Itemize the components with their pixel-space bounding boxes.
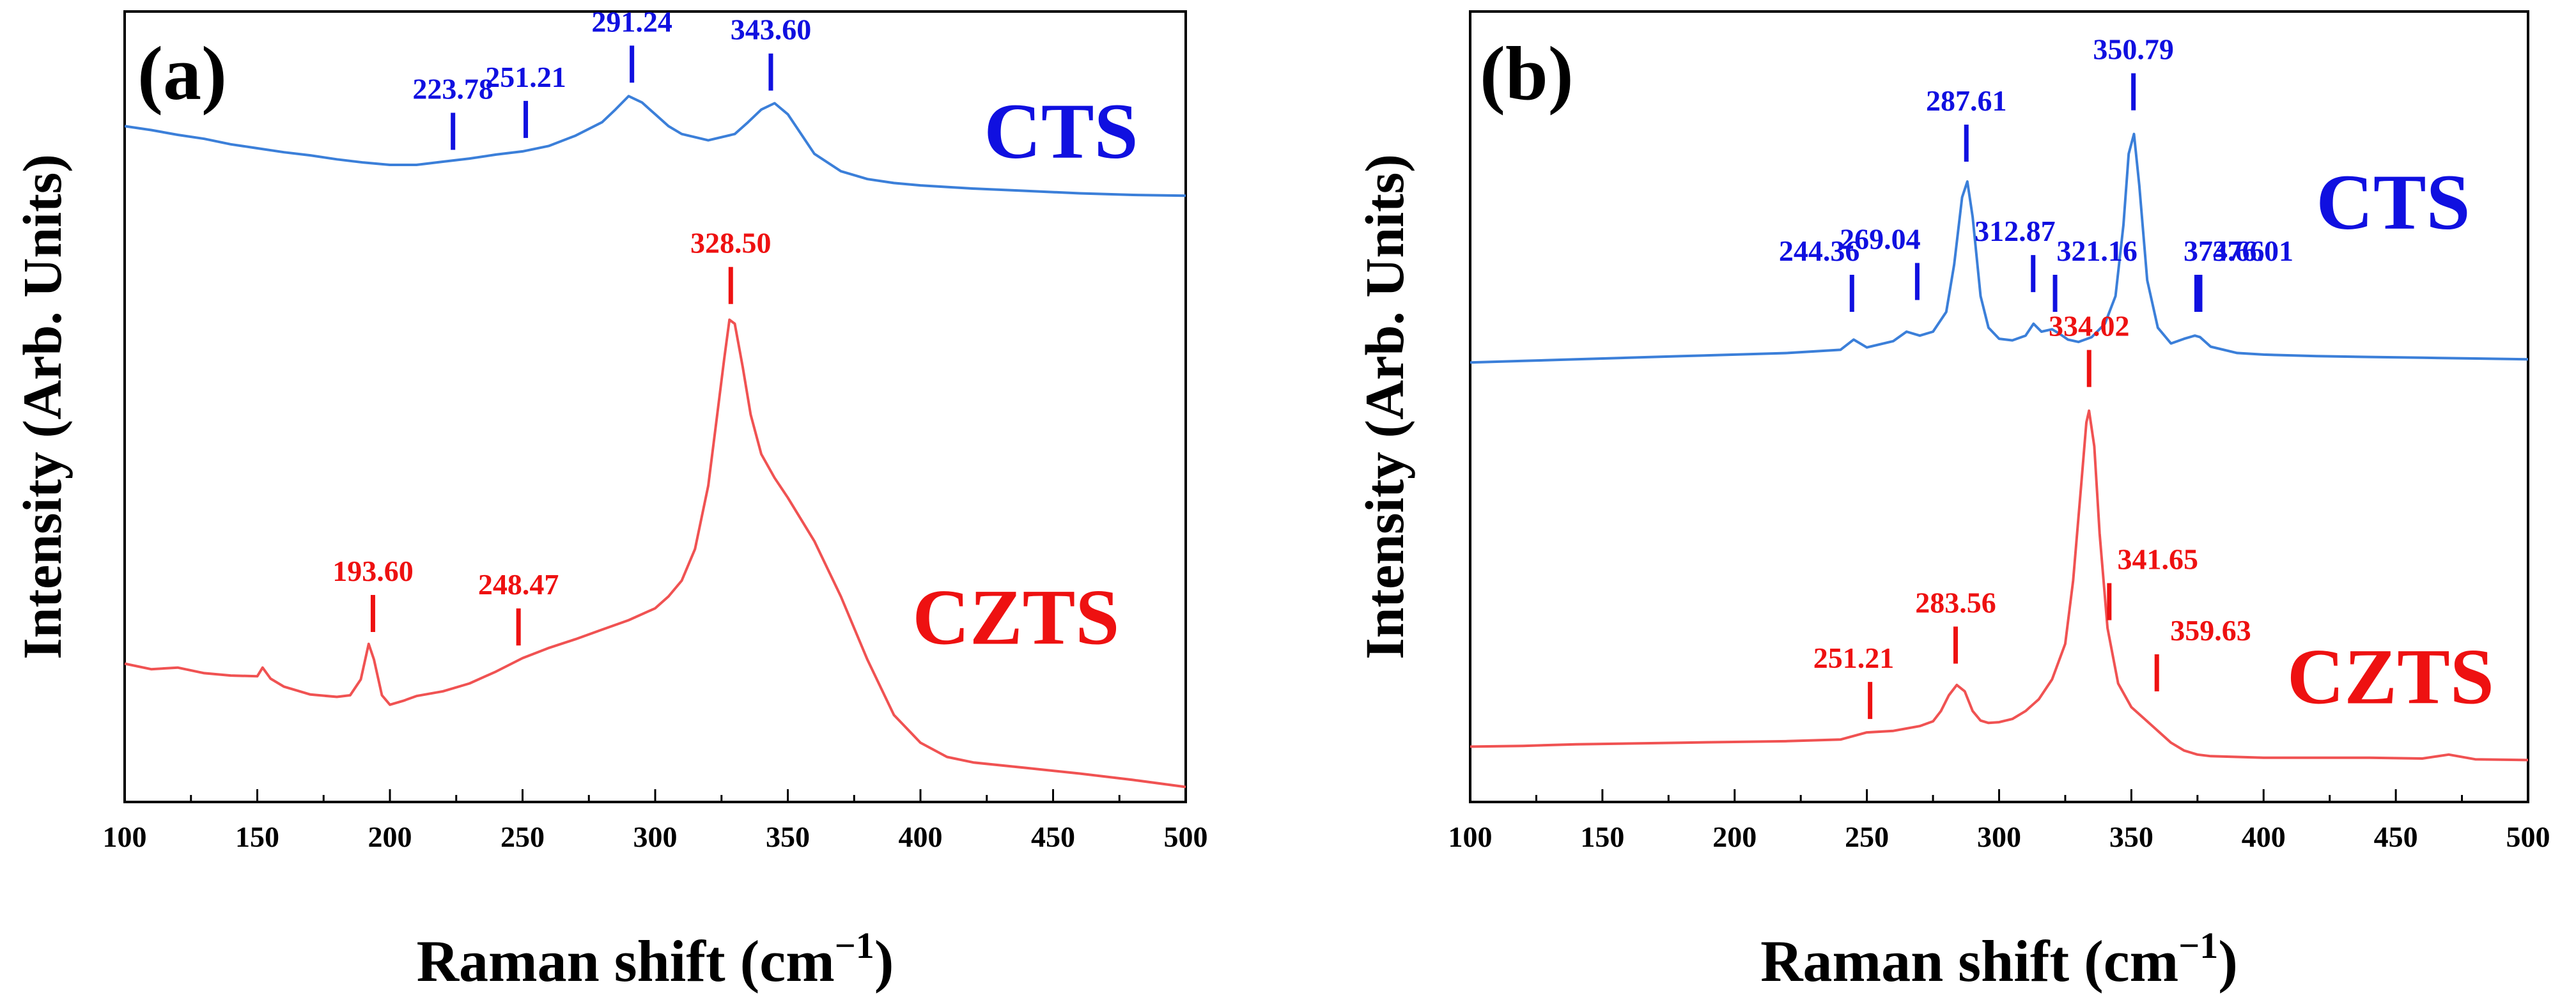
x-tick-label: 250 bbox=[1845, 821, 1889, 853]
peak-label: 374.66 bbox=[2184, 235, 2265, 267]
panel-label: (a) bbox=[137, 31, 227, 116]
x-axis-label-base: Raman shift (cm bbox=[417, 929, 835, 994]
peak-label: 283.56 bbox=[1915, 587, 1996, 619]
x-tick-label: 350 bbox=[766, 821, 810, 853]
series-line-czts bbox=[124, 318, 1186, 789]
x-tick-label: 200 bbox=[1712, 821, 1757, 853]
x-tick-label: 400 bbox=[2242, 821, 2286, 853]
panel-b: 100 150 200 250 300 350 400 450 500 Raman shift (… bbox=[1354, 10, 2550, 994]
x-tick-label: 200 bbox=[368, 821, 412, 853]
x-tick-label: 100 bbox=[103, 821, 147, 853]
x-axis-label-close: ) bbox=[874, 929, 894, 994]
panel-label: (b) bbox=[1480, 31, 1574, 116]
x-tick-label: 450 bbox=[1031, 821, 1075, 853]
peak-label: 251.21 bbox=[485, 61, 566, 93]
peak-label: 359.63 bbox=[2170, 614, 2251, 647]
peak-label: 251.21 bbox=[1813, 642, 1895, 674]
x-tick-label: 400 bbox=[899, 821, 943, 853]
x-tick-label: 500 bbox=[1164, 821, 1208, 853]
x-axis-label-exponent: −1 bbox=[835, 925, 874, 966]
x-tick-label: 350 bbox=[2109, 821, 2153, 853]
peak-label: 376.01 bbox=[2212, 235, 2293, 267]
x-axis-label: Raman shift (cm−1) bbox=[417, 925, 894, 994]
peak-label: 291.24 bbox=[591, 5, 672, 38]
peak-label: 341.65 bbox=[2118, 543, 2199, 575]
series-line-cts bbox=[124, 95, 1186, 197]
peak-label: 343.60 bbox=[731, 13, 812, 46]
series-name-label-cts: CTS bbox=[2316, 158, 2470, 246]
series-name-label-czts: CZTS bbox=[912, 574, 1119, 661]
x-tick-label: 450 bbox=[2374, 821, 2418, 853]
peak-label: 269.04 bbox=[1840, 223, 1921, 256]
peak-label: 328.50 bbox=[690, 227, 772, 259]
peak-label: 321.16 bbox=[2056, 235, 2138, 267]
peak-label: 312.87 bbox=[1975, 215, 2056, 247]
peak-label: 334.02 bbox=[2049, 310, 2130, 343]
panel-a: 100 150 200 250 300 350 400 450 500 Raman shift (… bbox=[12, 5, 1208, 994]
x-axis-label-base: Raman shift (cm bbox=[1760, 929, 2178, 994]
x-axis-label-exponent: −1 bbox=[2178, 925, 2218, 966]
peak-label: 350.79 bbox=[2093, 33, 2174, 66]
peak-label: 248.47 bbox=[478, 568, 559, 601]
x-tick-label: 150 bbox=[235, 821, 279, 853]
series-line-czts bbox=[1470, 409, 2529, 762]
peak-label: 287.61 bbox=[1926, 84, 2007, 117]
y-axis-label: Intensity (Arb. Units) bbox=[12, 154, 73, 659]
peak-label: 193.60 bbox=[332, 555, 414, 587]
y-axis-label: Intensity (Arb. Units) bbox=[1354, 154, 1415, 659]
x-axis-label-close: ) bbox=[2218, 929, 2238, 994]
peak-label: 223.78 bbox=[412, 72, 493, 105]
x-tick-label: 250 bbox=[500, 821, 545, 853]
series-name-label-cts: CTS bbox=[984, 88, 1138, 175]
series-line-cts bbox=[1470, 132, 2529, 364]
peak-label: 244.36 bbox=[1779, 235, 1860, 267]
x-axis-label: Raman shift (cm−1) bbox=[1760, 925, 2238, 994]
x-tick-label: 300 bbox=[1977, 821, 2021, 853]
series-name-label-czts: CZTS bbox=[2287, 633, 2494, 720]
x-tick-label: 100 bbox=[1448, 821, 1493, 853]
x-tick-label: 150 bbox=[1580, 821, 1624, 853]
x-tick-label: 500 bbox=[2506, 821, 2550, 853]
x-tick-label: 300 bbox=[633, 821, 678, 853]
